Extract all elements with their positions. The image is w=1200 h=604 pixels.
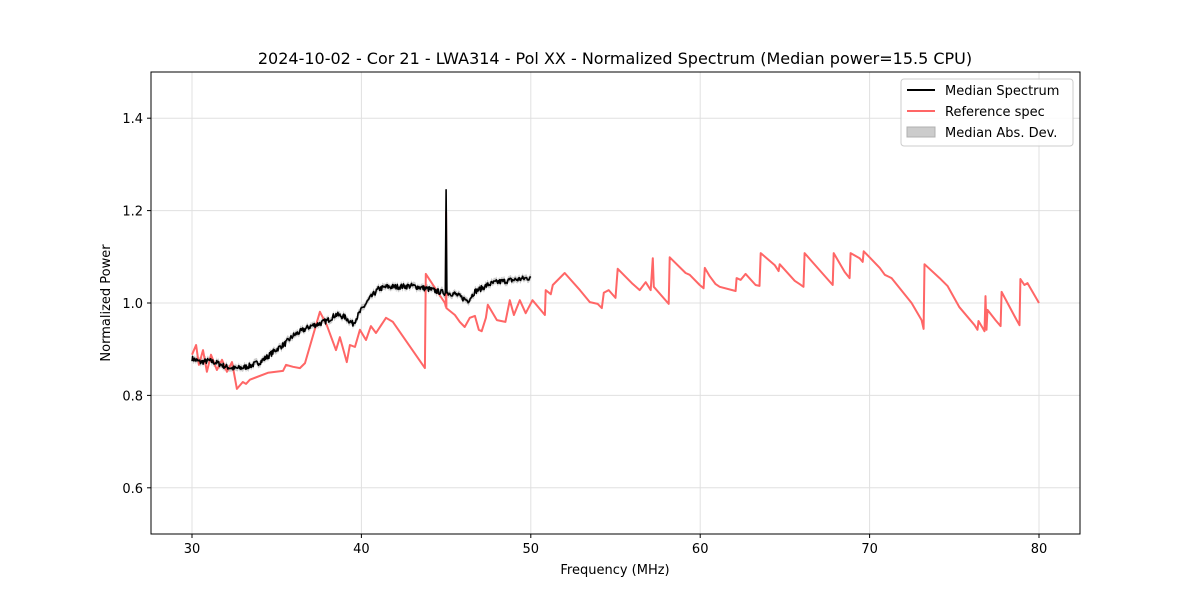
legend-reference-label: Reference spec [945, 105, 1045, 120]
y-axis-label: Normalized Power [99, 244, 114, 362]
x-tick-label: 70 [861, 542, 878, 557]
legend-mad-swatch [906, 126, 936, 138]
chart-title: 2024-10-02 - Cor 21 - LWA314 - Pol XX - … [258, 49, 972, 68]
x-axis-label: Frequency (MHz) [560, 563, 669, 578]
y-tick-label: 1.2 [122, 205, 143, 220]
y-tick-label: 1.4 [122, 112, 143, 127]
y-tick-label: 0.6 [122, 482, 143, 497]
legend-mad-label: Median Abs. Dev. [945, 126, 1057, 141]
x-tick-label: 50 [523, 542, 540, 557]
reference-spec-line [191, 211, 1040, 390]
y-axis: 0.6 0.8 1.0 1.2 1.4 [122, 112, 151, 497]
x-tick-label: 60 [692, 542, 709, 557]
x-axis: 30 40 50 60 70 80 [184, 534, 1048, 557]
legend-box [900, 78, 1074, 147]
y-tick-label: 1.0 [122, 297, 143, 312]
x-tick-label: 30 [184, 542, 201, 557]
x-tick-label: 40 [353, 542, 370, 557]
median-spectrum-line [191, 189, 532, 371]
legend-median-label: Median Spectrum [945, 84, 1059, 99]
x-tick-label: 80 [1031, 542, 1048, 557]
plot-frame [150, 71, 1081, 535]
legend: Median Spectrum Reference spec Median Ab… [900, 78, 1074, 147]
y-tick-label: 0.8 [122, 389, 143, 404]
